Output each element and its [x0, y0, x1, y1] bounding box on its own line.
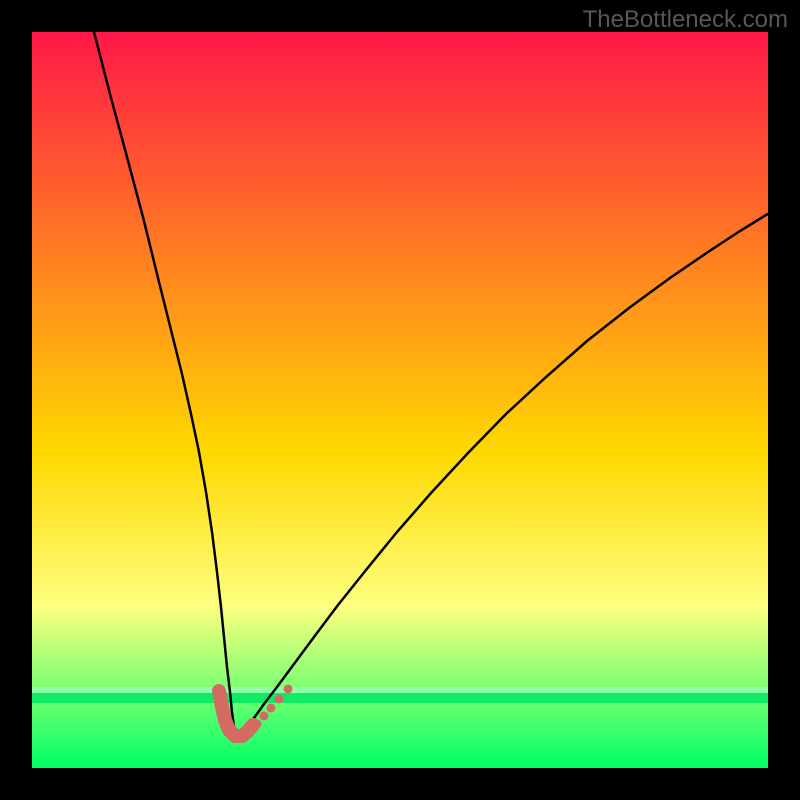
green-band	[32, 687, 768, 703]
plot-area	[32, 32, 768, 768]
watermark-text: TheBottleneck.com	[583, 6, 788, 34]
gradient-background	[32, 32, 768, 768]
chart-svg	[32, 32, 768, 768]
canvas: TheBottleneck.com	[0, 0, 800, 800]
